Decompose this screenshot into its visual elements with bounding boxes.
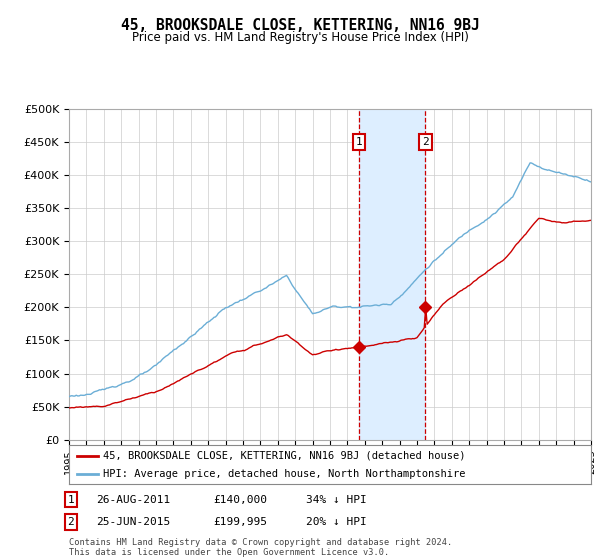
Text: £140,000: £140,000 [213,494,267,505]
Text: 2: 2 [67,517,74,527]
Text: 1: 1 [67,494,74,505]
Text: 34% ↓ HPI: 34% ↓ HPI [306,494,367,505]
Text: 26-AUG-2011: 26-AUG-2011 [96,494,170,505]
Text: HPI: Average price, detached house, North Northamptonshire: HPI: Average price, detached house, Nort… [103,469,466,479]
Text: Contains HM Land Registry data © Crown copyright and database right 2024.
This d: Contains HM Land Registry data © Crown c… [69,538,452,557]
Text: £199,995: £199,995 [213,517,267,527]
Text: 1: 1 [355,137,362,147]
Text: 45, BROOKSDALE CLOSE, KETTERING, NN16 9BJ: 45, BROOKSDALE CLOSE, KETTERING, NN16 9B… [121,18,479,33]
Bar [359,109,425,440]
Text: 2: 2 [422,137,429,147]
Text: 45, BROOKSDALE CLOSE, KETTERING, NN16 9BJ (detached house): 45, BROOKSDALE CLOSE, KETTERING, NN16 9B… [103,451,466,461]
Text: Price paid vs. HM Land Registry's House Price Index (HPI): Price paid vs. HM Land Registry's House … [131,31,469,44]
Text: 20% ↓ HPI: 20% ↓ HPI [306,517,367,527]
Text: 25-JUN-2015: 25-JUN-2015 [96,517,170,527]
